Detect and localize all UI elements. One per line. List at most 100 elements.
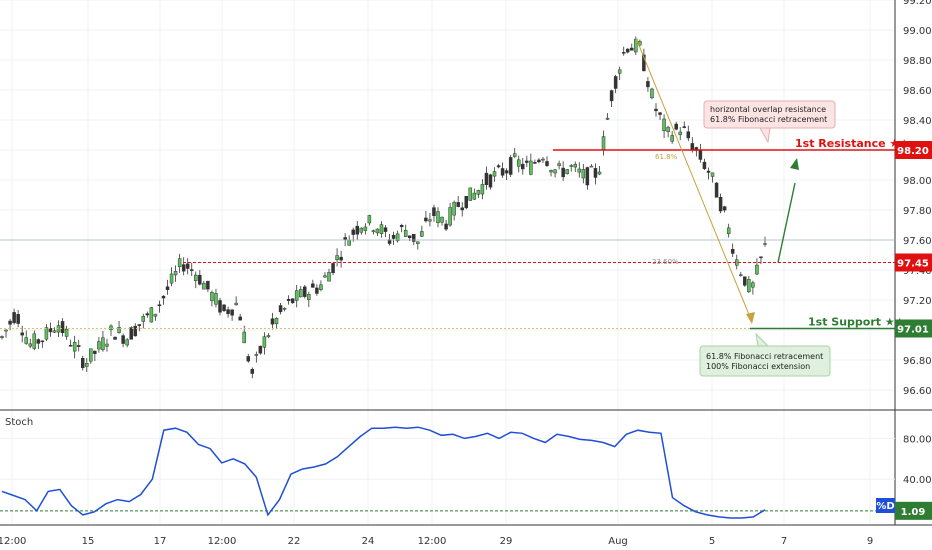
candle-body [613,76,618,89]
candle-body [751,282,755,288]
candle-body [161,295,166,299]
candle-body [444,223,448,230]
candle-body [480,184,485,195]
support-note-text: 61.8% Fibonacci retracement [706,352,823,361]
candle-body [597,171,602,175]
candle-body [0,336,4,338]
candle-body [218,300,222,313]
candle-body [85,362,89,367]
candle-body [573,163,578,168]
candle-body [194,274,198,281]
candle-body [133,325,137,337]
stoch-legend-label: %D [876,501,894,512]
candle-body [448,207,452,226]
candle-body [412,233,416,242]
candle-body [654,108,658,112]
candle-body [149,307,154,323]
candle-body [512,153,517,157]
candle-body [747,279,751,292]
price-axis-tick: 98.60 [903,86,932,97]
candle-body [432,207,436,217]
candle-body [500,168,505,176]
projection-arrow [777,182,796,263]
candle-body [383,227,388,232]
candle-body [508,157,513,175]
candle-body [533,162,537,164]
price-axis-tick: 99.00 [903,26,932,37]
time-axis-tick: 29 [500,536,513,547]
candle-body [407,235,412,239]
candle-body [601,136,606,150]
candle-body [642,54,646,72]
support-note-pointer [755,332,770,347]
candle-body [12,312,16,324]
candle-body [605,117,610,120]
candle-body [379,224,384,234]
candle-body [714,182,719,198]
candle-body [238,316,242,321]
candle-body [206,280,210,290]
stoch-d-line [1,426,766,519]
stoch-panel-bg [0,410,895,525]
candle-body [472,192,477,200]
candle-body [488,174,493,188]
candle-body [177,258,182,267]
candle-body [718,196,723,212]
candle-body [492,171,497,177]
candle-body [258,345,263,354]
candle-body [250,368,255,374]
candle-body [609,90,614,102]
resistance-note-pointer [759,127,771,144]
price-axis-tick: 99.20 [903,0,932,7]
candle-body [553,169,557,174]
resistance-price-value: 98.20 [897,146,929,157]
time-axis-tick: 24 [362,536,375,547]
price-panel-bg [0,0,895,410]
candle-body [516,159,521,167]
candle-body [650,88,654,99]
candle-body [678,131,682,136]
candle-body [763,243,767,245]
candle-body [391,234,396,239]
candle-body [468,187,473,201]
candle-body [210,291,214,302]
support-label: 1st Support ★★ [808,316,905,329]
candle-body [504,170,509,174]
candle-body [351,229,355,235]
candle-body [420,231,424,237]
candle-body [521,163,525,170]
time-axis-tick: 12:00 [208,536,237,547]
candle-body [202,282,206,290]
candle-body [403,230,408,237]
candle-body [230,309,234,316]
candle-body [359,227,364,233]
resistance-label: 1st Resistance ★★ [795,137,909,150]
candle-body [4,329,8,332]
candle-body [60,321,65,334]
candle-body [658,112,662,115]
candle-body [169,273,174,284]
candle-body [129,327,133,340]
candle-body [730,248,735,254]
candle-body [198,274,202,285]
candle-body [464,195,469,209]
candle-body [101,337,105,351]
candle-body [525,160,529,163]
price-axis-tick: 98.80 [903,56,932,67]
candle-body [593,168,598,178]
candle-body [254,354,259,356]
candle-body [625,48,630,53]
resistance-price-badge [895,141,932,159]
candle-body [662,118,666,132]
candle-body [97,341,101,350]
candle-body [40,340,45,343]
candle-body [589,165,594,168]
candle-body [759,256,763,259]
candle-body [16,314,20,324]
candle-body [222,304,226,311]
candle-body [743,276,747,286]
time-axis-tick: 9 [867,536,873,547]
candle-body [141,316,146,322]
candle-body [64,328,69,337]
